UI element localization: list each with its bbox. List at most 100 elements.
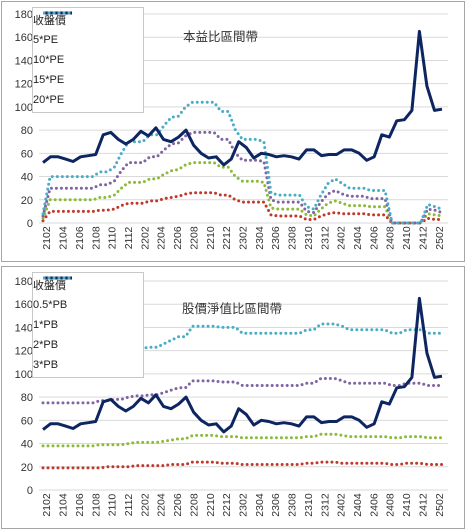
pb-series-line-1xPB <box>41 432 444 448</box>
legend-swatch <box>43 276 73 280</box>
x-tick-label: 2210 <box>205 493 217 517</box>
x-tick-label: 2312 <box>319 226 331 250</box>
x-tick-label: 2406 <box>368 226 380 250</box>
x-tick-label: 2104 <box>58 226 70 250</box>
x-tick-label: 2402 <box>336 226 348 250</box>
x-tick-label: 2106 <box>74 226 86 250</box>
y-tick-label: 80 <box>21 392 33 404</box>
pe-series-line-10xPE <box>41 161 444 225</box>
pe-series-line-5xPE <box>41 191 444 225</box>
x-tick-label: 2110 <box>107 227 119 250</box>
y-tick-label: 0 <box>27 485 33 497</box>
y-tick-label: 160 <box>15 299 33 311</box>
y-tick-label: 180 <box>15 9 33 21</box>
x-tick-label: 2310 <box>303 226 315 250</box>
x-tick-label: 2304 <box>254 493 266 517</box>
pe-series-line-15xPE <box>41 130 444 225</box>
legend-label: 收盤價 <box>33 15 66 27</box>
y-tick-label: 160 <box>15 32 33 44</box>
y-tick-label: 100 <box>15 102 33 114</box>
x-tick-label: 2102 <box>41 493 53 517</box>
legend-label: 1*PB <box>33 319 59 331</box>
x-tick-label: 2102 <box>41 226 53 250</box>
x-tick-label: 2108 <box>90 226 102 250</box>
y-tick-label: 60 <box>21 148 33 160</box>
legend-label: 0.5*PB <box>33 299 68 311</box>
x-tick-label: 2106 <box>74 493 86 517</box>
pb-band-chart-panel: 0 20 40 60 80 100 120 140 160 180 2102 2104 2106 2108… <box>1 266 465 529</box>
y-tick-label: 80 <box>21 125 33 137</box>
x-tick-label: 2312 <box>319 493 331 517</box>
pb-chart-legend: 收盤價 0.5*PB 1*PB 2*PB 3*PB <box>32 272 144 378</box>
legend-item: 1*PB <box>33 276 143 335</box>
y-tick-label: 180 <box>15 276 33 288</box>
pe-chart-title: 本益比區間帶 <box>183 29 259 44</box>
y-tick-label: 0 <box>27 218 33 230</box>
y-tick-label: 60 <box>21 415 33 427</box>
x-tick-label: 2212 <box>221 493 233 517</box>
x-tick-label: 2104 <box>58 493 70 517</box>
y-tick-label: 40 <box>21 172 33 184</box>
x-tick-label: 2206 <box>172 226 184 250</box>
legend-label: 15*PE <box>33 74 65 86</box>
x-tick-label: 2202 <box>139 493 151 517</box>
x-tick-label: 2406 <box>368 493 380 517</box>
x-tick-label: 2412 <box>417 226 429 250</box>
pb-band-chart: 0 20 40 60 80 100 120 140 160 180 2102 2104 2106 2108… <box>15 276 448 517</box>
x-tick-label: 2206 <box>172 493 184 517</box>
pe-chart-legend: 收盤價 5*PE 10*PE 15*PE 20*PE <box>32 7 144 113</box>
pb-series-line-3xPB <box>41 322 444 361</box>
x-tick-label: 2210 <box>205 226 217 250</box>
legend-item: 5*PE <box>33 11 143 50</box>
x-tick-label: 2408 <box>385 493 397 517</box>
x-tick-label: 2502 <box>434 493 446 517</box>
x-tick-label: 2402 <box>336 493 348 517</box>
legend-label: 20*PE <box>33 94 65 106</box>
x-tick-label: 2110 <box>107 494 119 517</box>
x-tick-label: 2304 <box>254 226 266 250</box>
y-tick-label: 40 <box>21 439 33 451</box>
y-tick-label: 20 <box>21 462 33 474</box>
x-tick-label: 2204 <box>156 226 168 250</box>
pb-series-line-2xPB <box>41 377 444 405</box>
pe-band-chart-panel: 0 20 40 60 80 100 120 140 160 180 2102 2104 2106 2108… <box>1 1 465 262</box>
y-tick-label: 100 <box>15 369 33 381</box>
pe-series-line-close <box>42 29 443 167</box>
x-tick-label: 2404 <box>352 493 364 517</box>
y-tick-label: 140 <box>15 322 33 334</box>
legend-item: 2*PB <box>33 276 143 355</box>
x-tick-label: 2208 <box>188 493 200 517</box>
legend-label: 10*PE <box>33 54 65 66</box>
x-tick-label: 2108 <box>90 493 102 517</box>
legend-item: 20*PE <box>33 11 143 110</box>
x-tick-label: 2302 <box>238 226 250 250</box>
pe-series-line-20xPE <box>41 100 444 225</box>
x-tick-label: 2208 <box>188 226 200 250</box>
x-tick-label: 2412 <box>417 493 429 517</box>
legend-label: 2*PB <box>33 339 59 351</box>
x-tick-label: 2502 <box>434 226 446 250</box>
x-tick-label: 2202 <box>139 226 151 250</box>
legend-item: 15*PE <box>33 11 143 90</box>
x-tick-label: 2306 <box>270 493 282 517</box>
x-tick-label: 2306 <box>270 226 282 250</box>
legend-label: 收盤價 <box>33 280 66 292</box>
legend-item: 0.5*PB <box>33 276 143 315</box>
legend-swatch <box>43 11 73 15</box>
legend-label: 5*PE <box>33 34 59 46</box>
x-tick-label: 2308 <box>287 493 299 517</box>
x-tick-label: 2308 <box>287 226 299 250</box>
y-tick-label: 120 <box>15 79 33 91</box>
x-tick-label: 2204 <box>156 493 168 517</box>
x-tick-label: 2410 <box>401 493 413 517</box>
x-tick-label: 2310 <box>303 493 315 517</box>
pb-series-line-close <box>42 296 443 434</box>
legend-label: 3*PB <box>33 359 59 371</box>
x-tick-label: 2408 <box>385 226 397 250</box>
x-tick-label: 2404 <box>352 226 364 250</box>
y-tick-label: 20 <box>21 195 33 207</box>
x-tick-label: 2410 <box>401 226 413 250</box>
x-tick-label: 2302 <box>238 493 250 517</box>
x-tick-label: 2112 <box>123 227 135 250</box>
x-tick-label: 2112 <box>123 494 135 517</box>
